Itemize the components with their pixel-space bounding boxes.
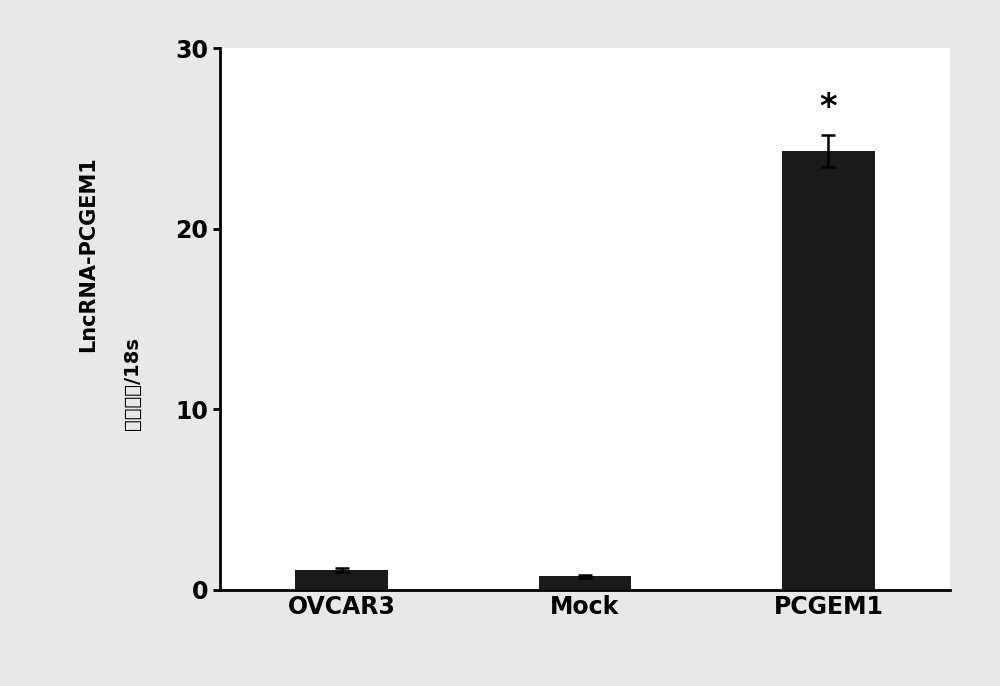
Text: 表达水平/18s: 表达水平/18s <box>123 338 142 430</box>
Text: LncRNA-PCGEM1: LncRNA-PCGEM1 <box>79 156 99 352</box>
Text: *: * <box>820 91 837 124</box>
Bar <box>295 570 388 590</box>
Bar <box>782 151 875 590</box>
Bar <box>539 576 631 590</box>
